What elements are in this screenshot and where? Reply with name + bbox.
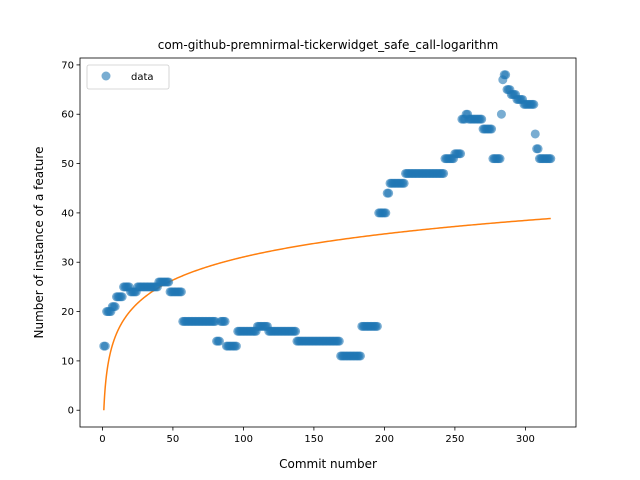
data-point [501,70,511,80]
data-point [384,188,394,198]
x-tick-label: 100 [234,434,253,445]
data-point [439,168,449,178]
y-tick-label: 30 [61,258,74,269]
y-axis-label: Number of instance of a feature [32,147,46,339]
data-point [399,178,409,188]
data-point [530,129,540,139]
data-point [355,351,365,361]
data-point [533,144,543,154]
data-point [220,316,230,326]
y-tick-label: 50 [61,159,74,170]
y-ticks: 0 10 20 30 40 50 60 70 [61,60,80,417]
x-tick-label: 300 [516,434,535,445]
legend-label-data: data [131,72,154,83]
data-point [100,341,110,351]
legend-marker-data [101,71,111,81]
x-axis-label: Commit number [279,457,377,471]
data-point [110,302,120,312]
x-tick-label: 50 [167,434,180,445]
data-point [231,341,241,351]
data-point [546,154,556,164]
data-point [381,208,391,218]
chart-title: com-github-premnirmal-tickerwidget_safe_… [158,38,499,52]
y-tick-label: 60 [61,110,74,121]
data-point [214,336,224,346]
legend: data [86,64,170,90]
data-point [495,154,505,164]
data-point [372,321,382,331]
fit-line [103,217,551,411]
data-point [487,124,497,134]
x-tick-label: 200 [375,434,394,445]
data-point [164,277,174,287]
legend-box [86,64,170,90]
x-ticks: 0 50 100 150 200 250 300 [99,427,535,445]
y-tick-label: 10 [61,356,74,367]
data-point [176,287,186,297]
x-tick-label: 150 [304,434,323,445]
y-tick-label: 20 [61,307,74,318]
data-point [117,292,127,302]
y-tick-label: 0 [68,406,74,417]
y-tick-label: 70 [61,60,74,71]
data-point [291,326,301,336]
y-tick-label: 40 [61,208,74,219]
data-point [334,336,344,346]
data-points [99,70,556,361]
x-tick-label: 250 [445,434,464,445]
fit-layer [103,217,551,411]
data-point [496,109,506,119]
data-point [477,114,487,124]
data-point [529,99,539,109]
plot-frame [79,57,577,428]
data-point [456,149,466,159]
x-tick-label: 0 [99,434,105,445]
plot-area [80,58,576,427]
